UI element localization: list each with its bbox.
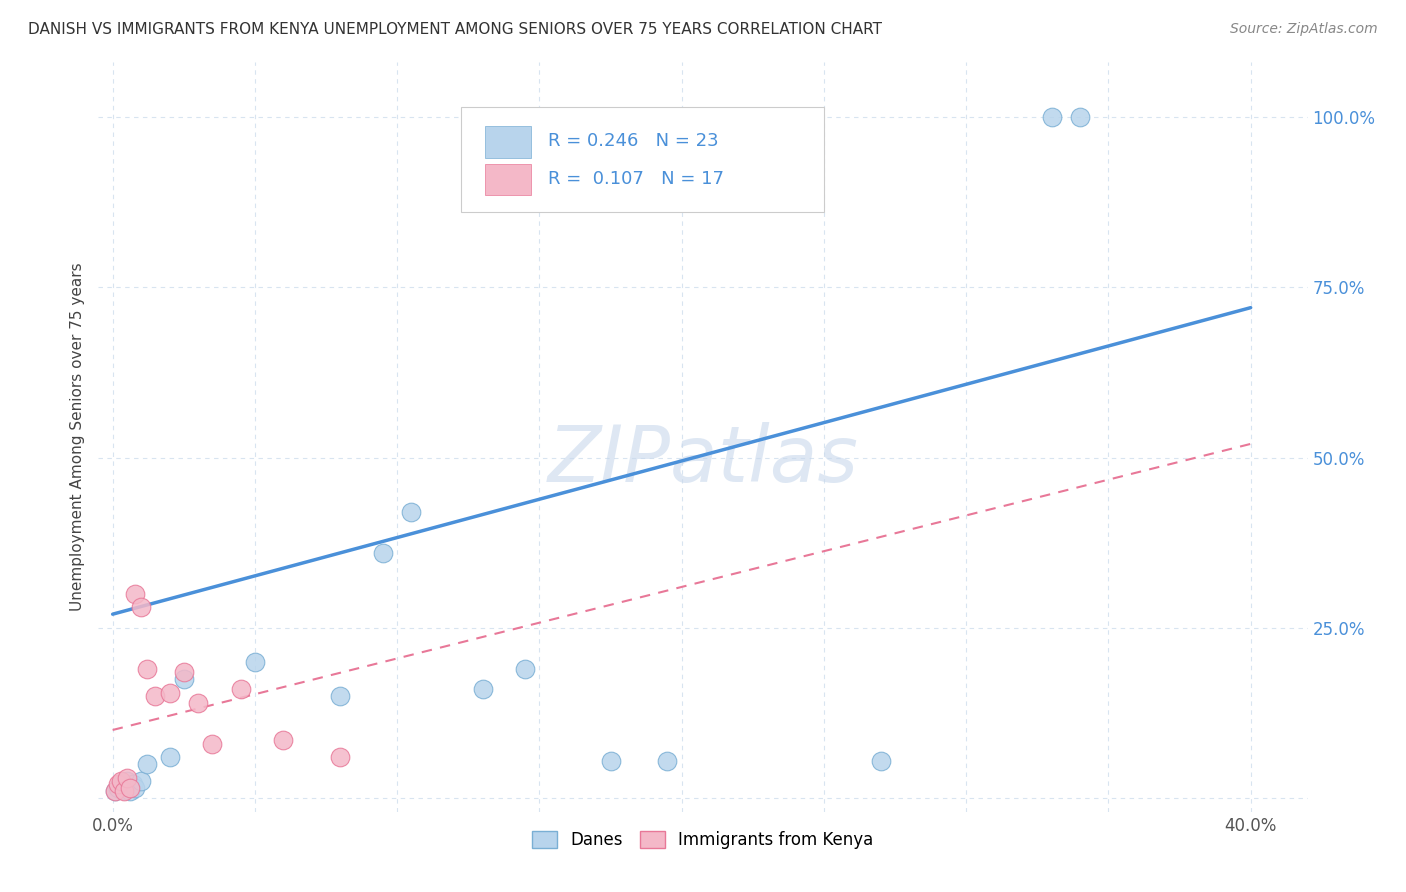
Point <box>187 696 209 710</box>
Point <box>329 750 352 764</box>
Point <box>173 665 195 679</box>
Point <box>515 662 537 676</box>
Point <box>243 655 266 669</box>
FancyBboxPatch shape <box>485 164 531 195</box>
Point <box>135 757 157 772</box>
Point <box>201 737 224 751</box>
FancyBboxPatch shape <box>485 127 531 158</box>
Point <box>124 587 146 601</box>
Point <box>401 505 423 519</box>
Point <box>129 774 152 789</box>
FancyBboxPatch shape <box>461 107 824 212</box>
Point <box>135 662 157 676</box>
Legend: Danes, Immigrants from Kenya: Danes, Immigrants from Kenya <box>526 824 880 855</box>
Point <box>112 783 135 797</box>
Text: Source: ZipAtlas.com: Source: ZipAtlas.com <box>1230 22 1378 37</box>
Point <box>115 771 138 785</box>
Point <box>121 777 143 791</box>
Point <box>371 546 394 560</box>
Text: ZIPatlas: ZIPatlas <box>547 422 859 498</box>
Point <box>869 754 891 768</box>
Point <box>1040 110 1063 124</box>
Point <box>112 784 135 798</box>
Point <box>657 754 679 768</box>
Point <box>143 689 166 703</box>
Point <box>599 754 621 768</box>
Point <box>104 784 127 798</box>
Point <box>129 600 152 615</box>
Point <box>104 784 127 798</box>
Point <box>159 750 181 764</box>
Point <box>110 777 132 791</box>
Text: R =  0.107   N = 17: R = 0.107 N = 17 <box>548 169 724 187</box>
Text: R = 0.246   N = 23: R = 0.246 N = 23 <box>548 132 718 150</box>
Point <box>124 780 146 795</box>
Point <box>118 784 141 798</box>
Point <box>159 685 181 699</box>
Point <box>118 780 141 795</box>
Y-axis label: Unemployment Among Seniors over 75 years: Unemployment Among Seniors over 75 years <box>70 263 86 611</box>
Point <box>110 774 132 789</box>
Point <box>229 682 252 697</box>
Point <box>107 777 129 791</box>
Point <box>115 774 138 789</box>
Point <box>173 672 195 686</box>
Point <box>107 780 129 795</box>
Point <box>329 689 352 703</box>
Point <box>1069 110 1091 124</box>
Point <box>273 733 295 747</box>
Text: DANISH VS IMMIGRANTS FROM KENYA UNEMPLOYMENT AMONG SENIORS OVER 75 YEARS CORRELA: DANISH VS IMMIGRANTS FROM KENYA UNEMPLOY… <box>28 22 882 37</box>
Point <box>471 682 494 697</box>
